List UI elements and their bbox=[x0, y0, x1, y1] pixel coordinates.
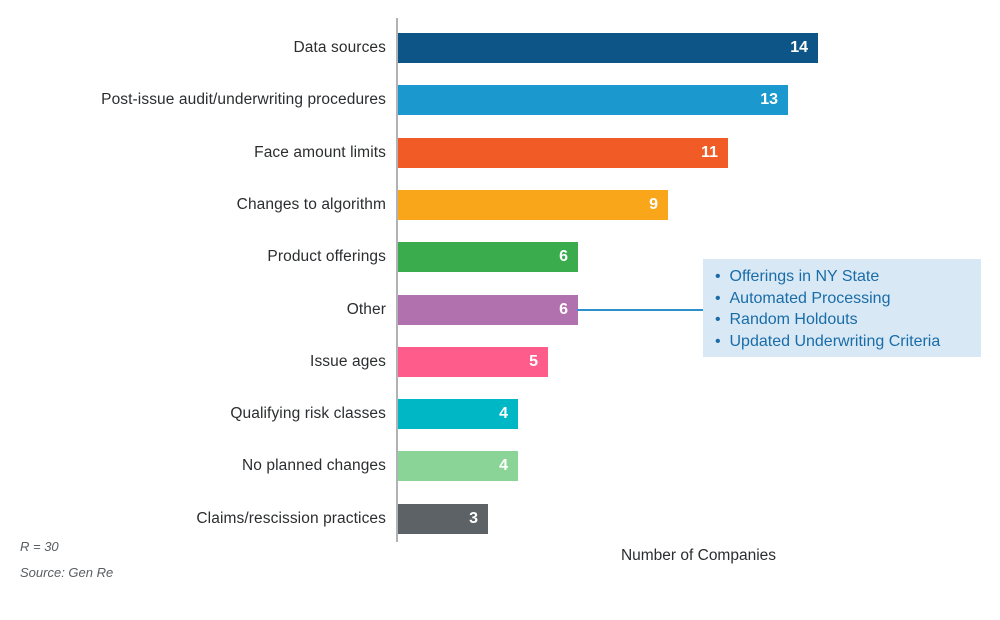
footnote-respondents: R = 30 bbox=[20, 539, 59, 554]
bar: 4 bbox=[398, 451, 518, 481]
bar-row: Other 6 bbox=[0, 295, 1000, 325]
annotation-item: Updated Underwriting Criteria bbox=[715, 331, 975, 353]
annotation-connector-line bbox=[577, 309, 703, 311]
value-label: 4 bbox=[499, 457, 508, 474]
bar-row: Changes to algorithm 9 bbox=[0, 190, 1000, 220]
bar: 4 bbox=[398, 399, 518, 429]
bar-row: Data sources 14 bbox=[0, 33, 1000, 63]
bar: 14 bbox=[398, 33, 818, 63]
category-label: Other bbox=[346, 301, 386, 318]
bar: 13 bbox=[398, 85, 788, 115]
bar-row: Issue ages 5 bbox=[0, 347, 1000, 377]
x-axis-title: Number of Companies bbox=[620, 547, 777, 564]
bar: 5 bbox=[398, 347, 548, 377]
annotation-item: Random Holdouts bbox=[715, 309, 975, 331]
category-label: Data sources bbox=[293, 39, 386, 56]
y-axis-line bbox=[396, 18, 398, 542]
category-label: Issue ages bbox=[310, 353, 386, 370]
bar-row: Post-issue audit/underwriting procedures… bbox=[0, 85, 1000, 115]
value-label: 4 bbox=[499, 405, 508, 422]
value-label: 6 bbox=[559, 248, 568, 265]
category-label: Claims/rescission practices bbox=[196, 510, 386, 527]
bar: 6 bbox=[398, 242, 578, 272]
value-label: 6 bbox=[559, 301, 568, 318]
bar: 11 bbox=[398, 138, 728, 168]
category-label: Product offerings bbox=[267, 248, 386, 265]
annotation-item: Offerings in NY State bbox=[715, 266, 975, 288]
bar-row: Qualifying risk classes 4 bbox=[0, 399, 1000, 429]
value-label: 11 bbox=[701, 144, 718, 161]
bar-row: Face amount limits 11 bbox=[0, 138, 1000, 168]
category-label: Qualifying risk classes bbox=[230, 405, 386, 422]
bar-row: Product offerings 6 bbox=[0, 242, 1000, 272]
annotation-item: Automated Processing bbox=[715, 288, 975, 310]
value-label: 9 bbox=[649, 196, 658, 213]
bar-row: Claims/rescission practices 3 bbox=[0, 504, 1000, 534]
bar: 6 bbox=[398, 295, 578, 325]
annotation-box: Offerings in NY StateAutomated Processin… bbox=[703, 259, 981, 357]
category-label: Post-issue audit/underwriting procedures bbox=[101, 91, 386, 108]
value-label: 5 bbox=[529, 353, 538, 370]
bar: 3 bbox=[398, 504, 488, 534]
bar-row: No planned changes 4 bbox=[0, 451, 1000, 481]
footnote-source: Source: Gen Re bbox=[20, 565, 114, 580]
value-label: 3 bbox=[469, 510, 478, 527]
value-label: 13 bbox=[760, 91, 778, 108]
category-label: Changes to algorithm bbox=[236, 196, 386, 213]
value-label: 14 bbox=[790, 39, 808, 56]
category-label: Face amount limits bbox=[254, 144, 386, 161]
annotation-list: Offerings in NY StateAutomated Processin… bbox=[715, 266, 975, 352]
category-label: No planned changes bbox=[242, 457, 386, 474]
bar: 9 bbox=[398, 190, 668, 220]
